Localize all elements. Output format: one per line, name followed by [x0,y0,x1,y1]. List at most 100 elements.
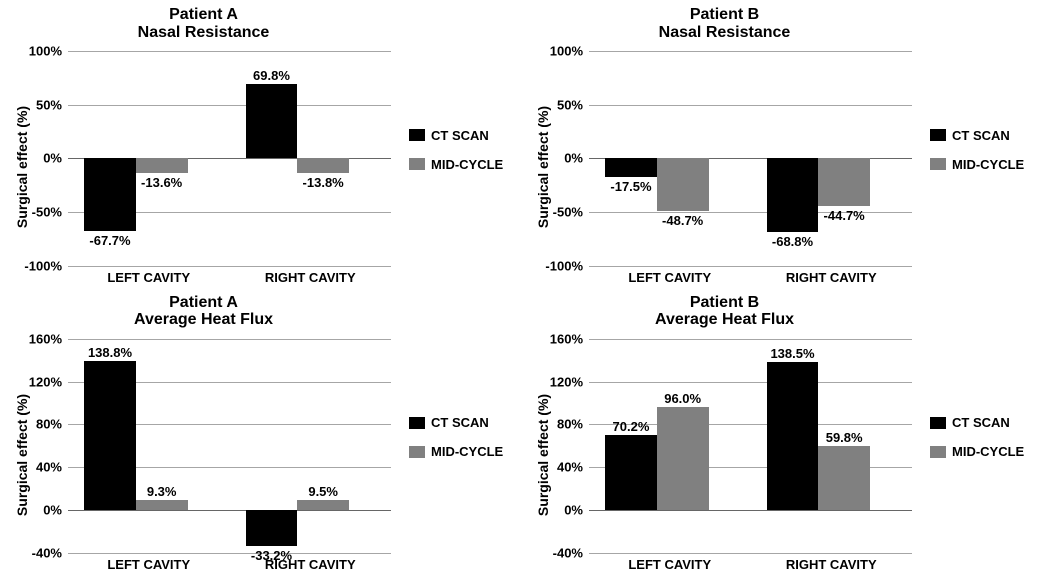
y-tick-label: 160% [29,331,68,346]
category-label: RIGHT CAVITY [265,553,356,572]
zero-line [68,510,391,511]
category-label: LEFT CAVITY [628,266,711,285]
chart-title-line-2: Average Heat Flux [4,311,403,329]
y-tick-label: 50% [36,97,68,112]
grid-line [68,51,391,52]
data-label: 96.0% [664,391,701,406]
data-label: 138.8% [88,345,132,360]
legend-label: CT SCAN [431,128,489,143]
legend-item: CT SCAN [409,415,525,430]
bar [136,500,188,510]
category-label: LEFT CAVITY [107,266,190,285]
category-label: RIGHT CAVITY [265,266,356,285]
grid-line [589,51,912,52]
chart-titles: Patient BAverage Heat Flux [525,294,924,329]
y-tick-label: 100% [29,44,68,59]
legend-swatch-icon [409,446,425,458]
y-tick-label: 50% [557,97,589,112]
data-label: -13.8% [303,175,344,190]
data-label: 9.3% [147,484,177,499]
legend: CT SCAN MID-CYCLE [924,294,1046,582]
chart-panel: Patient BNasal ResistanceSurgical effect… [525,6,1046,294]
legend-item: MID-CYCLE [409,157,525,172]
chart-panel: Patient AAverage Heat FluxSurgical effec… [4,294,525,582]
bar [297,500,349,510]
chart-wrap: Patient AAverage Heat FluxSurgical effec… [4,294,403,582]
legend-label: MID-CYCLE [952,157,1024,172]
grid-line [589,382,912,383]
legend-label: CT SCAN [952,128,1010,143]
legend-label: MID-CYCLE [431,444,503,459]
y-tick-label: 0% [43,151,68,166]
plot-area: Surgical effect (%)-40%0%40%80%120%160%7… [533,333,916,577]
zero-line [589,510,912,511]
bar [818,446,870,510]
plot-area: Surgical effect (%)-100%-50%0%50%100%-67… [12,45,395,289]
legend: CT SCAN MID-CYCLE [924,6,1046,294]
chart-title-line-1: Patient B [525,294,924,312]
y-tick-label: -50% [553,204,589,219]
bar [246,84,298,159]
bar [767,362,819,510]
chart-panel: Patient ANasal ResistanceSurgical effect… [4,6,525,294]
chart-grid: Patient A Nasal Resistance Surgical effect… [0,0,1050,585]
legend-swatch-icon [409,417,425,429]
grid-line [589,105,912,106]
grid-line [68,105,391,106]
legend-item: MID-CYCLE [930,157,1046,172]
y-tick-label: 0% [564,151,589,166]
y-tick-label: -40% [553,546,589,561]
axes: -40%0%40%80%120%160%138.8%9.3%LEFT CAVIT… [68,339,391,553]
y-tick-label: 100% [550,44,589,59]
data-label: -48.7% [662,213,703,228]
bar [84,361,136,510]
legend-item: MID-CYCLE [930,444,1046,459]
legend-swatch-icon [409,129,425,141]
y-axis-label: Surgical effect (%) [535,106,551,228]
bar [246,510,298,546]
category-label: LEFT CAVITY [628,553,711,572]
data-label: -68.8% [772,234,813,249]
data-label: -44.7% [824,208,865,223]
chart-title-line-1: Patient A [4,6,403,24]
chart-title-line-2: Nasal Resistance [525,24,924,42]
bar [297,158,349,173]
y-tick-label: -40% [32,546,68,561]
legend: CT SCAN MID-CYCLE [403,6,525,294]
y-tick-label: 120% [29,374,68,389]
chart-title-line-1: Patient A [4,294,403,312]
chart-titles: Patient AAverage Heat Flux [4,294,403,329]
legend-label: CT SCAN [952,415,1010,430]
bar [818,158,870,206]
legend-swatch-icon [409,158,425,170]
category-label: RIGHT CAVITY [786,266,877,285]
y-tick-label: 0% [43,503,68,518]
data-label: -13.6% [141,175,182,190]
bar [605,435,657,510]
grid-line [589,339,912,340]
category-label: LEFT CAVITY [107,553,190,572]
axes: -40%0%40%80%120%160%70.2%96.0%LEFT CAVIT… [589,339,912,553]
grid-line [68,339,391,340]
plot-area: Surgical effect (%)-40%0%40%80%120%160%1… [12,333,395,577]
y-tick-label: -50% [32,204,68,219]
legend: CT SCAN MID-CYCLE [403,294,525,582]
legend-item: CT SCAN [930,415,1046,430]
y-tick-label: 120% [550,374,589,389]
legend-item: MID-CYCLE [409,444,525,459]
y-tick-label: 80% [557,417,589,432]
chart-wrap: Patient BNasal ResistanceSurgical effect… [525,6,924,294]
chart-wrap: Patient ANasal ResistanceSurgical effect… [4,6,403,294]
data-label: -67.7% [89,233,130,248]
category-label: RIGHT CAVITY [786,553,877,572]
legend-swatch-icon [930,417,946,429]
axes: -100%-50%0%50%100%-67.7%-13.6%LEFT CAVIT… [68,51,391,265]
legend-label: MID-CYCLE [952,444,1024,459]
plot-area: Surgical effect (%)-100%-50%0%50%100%-17… [533,45,916,289]
y-tick-label: 160% [550,331,589,346]
bar [657,407,709,510]
data-label: 59.8% [826,430,863,445]
legend-swatch-icon [930,158,946,170]
y-tick-label: -100% [24,258,68,273]
bar [84,158,136,231]
